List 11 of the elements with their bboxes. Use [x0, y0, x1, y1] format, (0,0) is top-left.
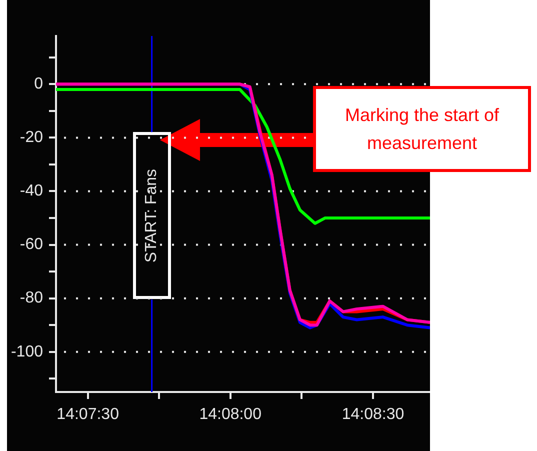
y-tick-label: -80 — [20, 290, 44, 307]
y-tick-label: -100 — [10, 343, 44, 360]
x-tick-label: 14:08:00 — [199, 406, 262, 424]
y-tick-label: 0 — [34, 76, 44, 93]
x-tick-label: 14:08:30 — [342, 406, 404, 424]
y-tick-label: -60 — [20, 236, 44, 254]
callout-box: Marking the start of measurement — [313, 86, 531, 172]
x-tick-label: 14:07:30 — [56, 406, 120, 424]
y-tick-label: -40 — [20, 182, 44, 200]
ref-line-label: START: Fans — [143, 168, 160, 263]
y-tick-label: -20 — [20, 129, 44, 146]
